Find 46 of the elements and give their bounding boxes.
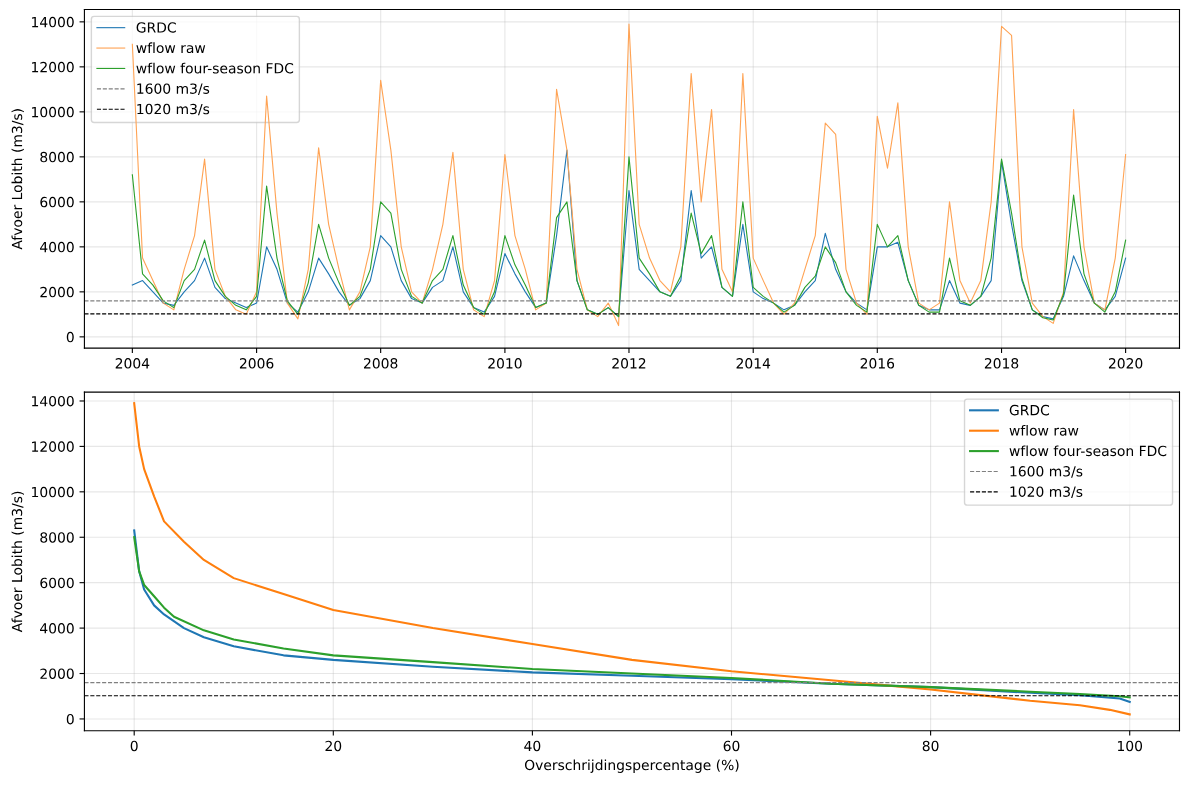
legend-label: 1020 m3/s: [1010, 486, 1083, 499]
y-tick-label: 6000: [40, 577, 74, 589]
y-tick-label: 12000: [32, 441, 74, 452]
x-tick-label: 0: [130, 740, 138, 752]
x-tick-label: 2004: [115, 358, 150, 369]
y-tick-label: 0: [66, 331, 74, 343]
y-tick-label: 12000: [32, 61, 74, 73]
y-tick-label: 2000: [40, 286, 74, 298]
y-tick-label: 2000: [40, 668, 74, 679]
x-tick-label: 100: [1117, 740, 1143, 752]
line-series: [131, 23, 1127, 327]
x-tick-label: 40: [524, 740, 541, 752]
y-tick-label: 8000: [40, 151, 74, 163]
legend-label: 1020 m3/s: [137, 103, 210, 116]
y-tick-label: 14000: [32, 16, 74, 28]
y-tick-label: 4000: [40, 623, 74, 634]
y-tick-label: 10000: [32, 486, 74, 498]
legend-label: wflow raw: [1009, 425, 1079, 436]
y-tick-label: 4000: [40, 241, 74, 253]
legend-label: GRDC: [136, 22, 176, 33]
x-tick-label: 2016: [860, 358, 895, 369]
y-tick-label: 10000: [32, 106, 74, 118]
y-tick-label: 0: [66, 713, 74, 725]
x-tick-label: 2020: [1108, 358, 1143, 369]
legend-label: wflow raw: [136, 42, 206, 54]
legend-label: GRDC: [1009, 404, 1050, 416]
x-tick-label: 2010: [488, 358, 522, 369]
legend-label: wflow four-season FDC: [136, 62, 294, 74]
y-tick-label: 8000: [40, 532, 74, 543]
x-tick-label: 2014: [736, 358, 771, 369]
line-series: [133, 402, 1131, 716]
y-axis-title: Afvoer Lobith (m3/s): [11, 109, 24, 250]
y-tick-label: 6000: [40, 196, 74, 208]
x-tick-label: 2012: [612, 358, 646, 369]
x-tick-label: 60: [723, 740, 740, 752]
legend-label: 1600 m3/s: [1010, 466, 1083, 478]
x-axis-title: Overschrijdingspercentage (%): [524, 759, 739, 773]
x-tick-label: 2008: [364, 358, 398, 369]
y-tick-label: 14000: [32, 395, 74, 407]
y-axis-title: Afvoer Lobith (m3/s): [11, 491, 24, 633]
x-tick-label: 2006: [239, 358, 274, 369]
x-tick-label: 20: [325, 740, 342, 752]
x-tick-label: 80: [922, 740, 939, 752]
x-tick-label: 2018: [984, 358, 1019, 369]
legend-label: wflow four-season FDC: [1009, 445, 1167, 457]
legend-label: 1600 m3/s: [137, 83, 210, 95]
